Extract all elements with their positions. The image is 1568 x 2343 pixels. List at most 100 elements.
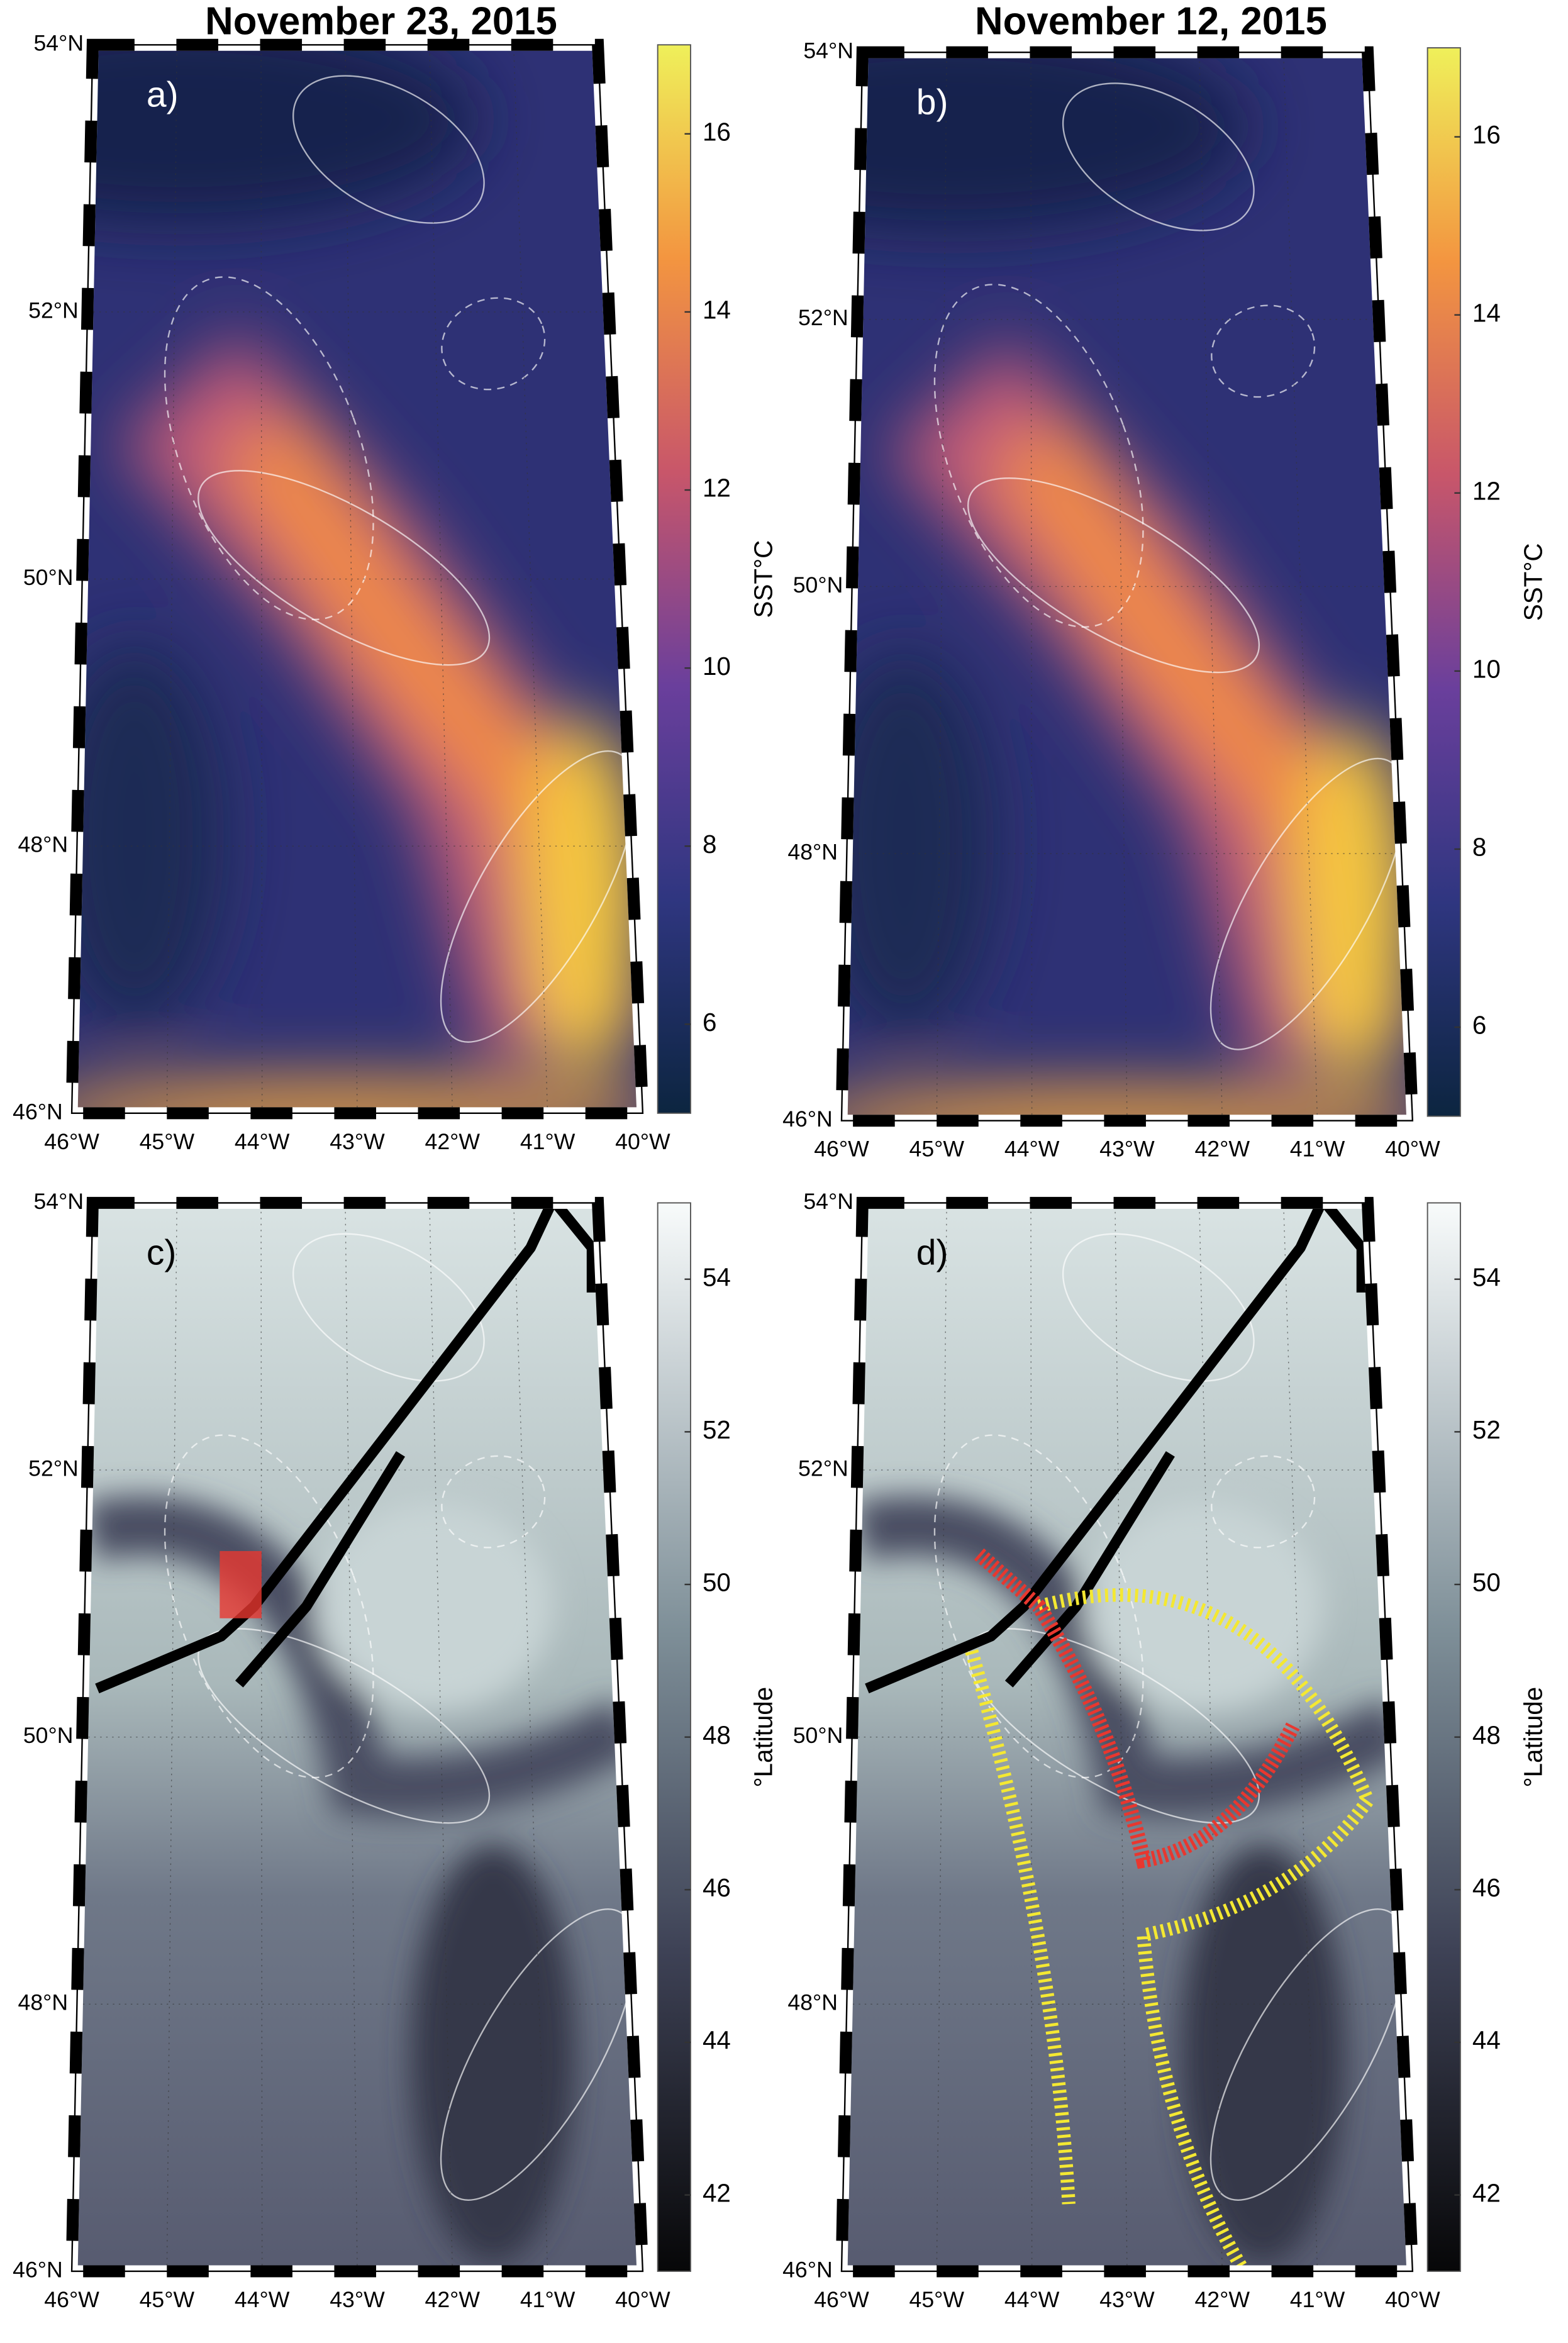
contour bbox=[440, 750, 637, 1043]
colorbar-tick-label: 44 bbox=[1472, 2026, 1501, 2055]
cold-patch bbox=[841, 650, 994, 1039]
lon-tick-label: 42°W bbox=[425, 1129, 481, 1154]
contour bbox=[933, 284, 1144, 628]
colorbar-label: °Latitude bbox=[1518, 1687, 1547, 1788]
warm-spot bbox=[1293, 725, 1413, 1084]
lat-features bbox=[853, 1496, 1413, 2264]
contour bbox=[292, 1233, 485, 1382]
contour bbox=[1211, 304, 1316, 398]
colorbar-tick-label: 6 bbox=[703, 1008, 716, 1037]
map-frame-edge bbox=[70, 1202, 644, 2273]
contour bbox=[441, 297, 546, 391]
panel-label: d) bbox=[916, 1233, 948, 1273]
warm-spot bbox=[523, 717, 643, 1076]
lon-tick-label: 40°W bbox=[615, 1129, 670, 1154]
lon-tick-label: 45°W bbox=[140, 1129, 195, 1154]
lat-tick-label: 46°N bbox=[782, 2257, 833, 2282]
cold-patch bbox=[72, 45, 479, 225]
contour bbox=[440, 1908, 637, 2201]
lon-tick-label: 44°W bbox=[1004, 1137, 1060, 1162]
map-field bbox=[72, 1203, 643, 2271]
colorbar-tick-label: 16 bbox=[1472, 120, 1501, 149]
colorbar-tick-label: 8 bbox=[703, 830, 716, 859]
colorbar-label: SST°C bbox=[748, 540, 777, 618]
grid-line bbox=[513, 45, 548, 1113]
colorbar-tick-label: 52 bbox=[1472, 1415, 1501, 1444]
lat-tick-label: 48°N bbox=[787, 1990, 838, 2015]
contour bbox=[1062, 1233, 1255, 1382]
panel-title: November 12, 2015 bbox=[975, 0, 1327, 43]
panel-title: November 23, 2015 bbox=[205, 0, 557, 43]
lon-tick-label: 43°W bbox=[330, 2287, 385, 2312]
map-field bbox=[72, 45, 643, 1113]
lat-tick-label: 52°N bbox=[28, 298, 79, 323]
lon-tick-label: 44°W bbox=[1004, 2287, 1060, 2312]
lon-tick-label: 45°W bbox=[909, 1137, 965, 1162]
lat-tick-label: 46°N bbox=[13, 1099, 63, 1124]
contour bbox=[1209, 757, 1406, 1050]
colorbar-tick-label: 50 bbox=[703, 1568, 731, 1597]
sst-features bbox=[841, 52, 1413, 1121]
grid-line bbox=[1282, 52, 1318, 1121]
lon-tick-label: 46°W bbox=[814, 2287, 869, 2312]
colorbar-tick-label: 12 bbox=[1472, 476, 1501, 505]
colorbar-tick-label: 48 bbox=[1472, 1720, 1501, 1749]
colorbar-tick-label: 42 bbox=[1472, 2178, 1501, 2207]
dark-eddy bbox=[411, 1845, 575, 2264]
colorbar-label: SST°C bbox=[1518, 543, 1547, 621]
lon-tick-label: 45°W bbox=[909, 2287, 965, 2312]
contour bbox=[1062, 82, 1255, 231]
lat-tick-label: 54°N bbox=[33, 1189, 84, 1214]
colorbar-tick-label: 46 bbox=[703, 1873, 731, 1902]
map-frame-edge bbox=[840, 1202, 1414, 2273]
lat-features bbox=[83, 1496, 643, 2264]
lat-tick-label: 48°N bbox=[787, 840, 838, 865]
lat-tick-label: 50°N bbox=[793, 572, 843, 598]
map-frame-edge bbox=[840, 51, 1414, 1121]
lat-tick-label: 46°N bbox=[782, 1106, 833, 1132]
warm-edge bbox=[72, 1080, 643, 1113]
lon-tick-label: 41°W bbox=[1290, 2287, 1345, 2312]
ship-track bbox=[235, 1451, 405, 1688]
lat-tick-label: 48°N bbox=[18, 1990, 69, 2015]
colorbar-tick-label: 46 bbox=[1472, 1873, 1501, 1902]
lat-tick-label: 54°N bbox=[803, 38, 854, 64]
colorbar bbox=[1426, 47, 1461, 1117]
ship-track bbox=[1004, 1451, 1175, 1688]
warm-edge bbox=[841, 1088, 1413, 1121]
lon-tick-label: 41°W bbox=[1290, 1137, 1345, 1162]
cold-patch bbox=[841, 52, 1248, 232]
dark-band bbox=[83, 1496, 643, 1818]
lon-tick-label: 46°W bbox=[44, 1129, 99, 1154]
colorbar-tick-label: 8 bbox=[1472, 833, 1486, 862]
dark-eddy bbox=[1181, 1845, 1345, 2264]
colorbar-tick-label: 54 bbox=[703, 1262, 731, 1291]
lon-tick-label: 42°W bbox=[1194, 2287, 1250, 2312]
lon-tick-label: 45°W bbox=[140, 2287, 195, 2312]
lat-tick-label: 50°N bbox=[793, 1723, 843, 1748]
lat-tick-label: 54°N bbox=[803, 1189, 854, 1214]
contour bbox=[933, 1434, 1144, 1779]
panel-label: c) bbox=[147, 1233, 177, 1273]
lat-tick-label: 50°N bbox=[23, 565, 74, 590]
dark-band bbox=[853, 1496, 1413, 1818]
lon-tick-label: 42°W bbox=[425, 2287, 481, 2312]
colorbar-tick-label: 14 bbox=[1472, 298, 1501, 327]
lon-tick-label: 44°W bbox=[235, 1129, 290, 1154]
lon-tick-label: 46°W bbox=[44, 2287, 99, 2312]
panel-label: b) bbox=[916, 82, 948, 122]
cold-patch bbox=[72, 642, 225, 1032]
ship-track bbox=[95, 1203, 598, 1694]
yellow-particles bbox=[965, 1588, 1376, 2271]
colorbar bbox=[657, 44, 691, 1114]
colorbar-tick-label: 16 bbox=[703, 117, 731, 146]
lon-tick-label: 40°W bbox=[1385, 2287, 1440, 2312]
colorbar-tick-label: 44 bbox=[703, 2026, 731, 2055]
map-field bbox=[841, 52, 1413, 1121]
lon-tick-label: 43°W bbox=[330, 1129, 385, 1154]
contour bbox=[441, 1455, 546, 1549]
grid-line bbox=[1282, 1203, 1318, 2271]
colorbar-tick-label: 6 bbox=[1472, 1011, 1486, 1040]
lon-tick-label: 40°W bbox=[615, 2287, 670, 2312]
colorbar-tick-label: 54 bbox=[1472, 1262, 1501, 1291]
